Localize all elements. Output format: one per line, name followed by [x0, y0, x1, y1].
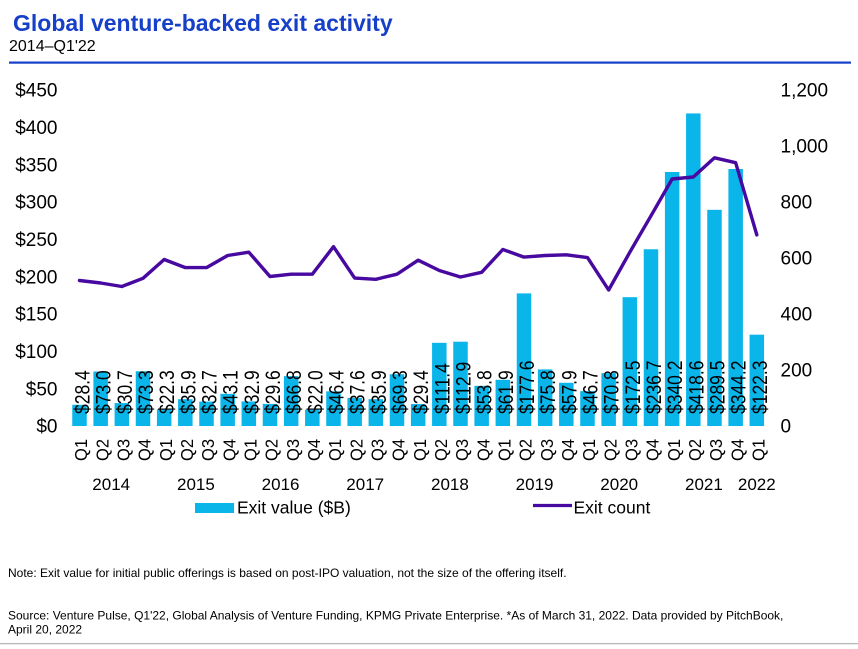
svg-text:$73.3: $73.3 — [136, 370, 159, 414]
svg-text:Q1: Q1 — [326, 439, 345, 461]
svg-text:$340.2: $340.2 — [665, 361, 688, 414]
svg-text:Q4: Q4 — [474, 439, 493, 461]
svg-text:$29.4: $29.4 — [411, 370, 434, 414]
svg-text:Note: Exit value for initial p: Note: Exit value for initial public offe… — [8, 566, 567, 580]
svg-text:$46.7: $46.7 — [580, 370, 603, 414]
svg-text:$112.9: $112.9 — [453, 362, 476, 414]
svg-text:$172.5: $172.5 — [622, 361, 645, 414]
svg-text:$236.7: $236.7 — [644, 361, 667, 414]
svg-text:$350: $350 — [15, 155, 57, 176]
svg-text:2017: 2017 — [346, 475, 384, 494]
svg-text:Q3: Q3 — [114, 439, 133, 461]
svg-text:800: 800 — [781, 193, 813, 214]
svg-text:$61.9: $61.9 — [495, 370, 518, 414]
svg-text:$37.6: $37.6 — [347, 370, 370, 414]
svg-text:$53.8: $53.8 — [474, 370, 497, 414]
svg-text:Q3: Q3 — [368, 439, 387, 461]
svg-text:Q4: Q4 — [559, 439, 578, 461]
svg-text:$111.4: $111.4 — [432, 363, 455, 414]
svg-text:2022: 2022 — [738, 475, 776, 494]
svg-text:Q3: Q3 — [283, 439, 302, 461]
svg-text:$32.7: $32.7 — [199, 370, 222, 414]
svg-text:$22.0: $22.0 — [305, 370, 328, 414]
svg-text:Q3: Q3 — [453, 439, 472, 461]
svg-text:$0: $0 — [36, 417, 57, 438]
svg-text:$177.6: $177.6 — [517, 361, 540, 414]
svg-text:$35.9: $35.9 — [178, 370, 201, 414]
svg-text:$22.3: $22.3 — [157, 370, 180, 414]
svg-text:$150: $150 — [15, 305, 57, 326]
svg-text:200: 200 — [781, 361, 813, 382]
svg-text:2020: 2020 — [600, 475, 638, 494]
svg-text:1,000: 1,000 — [781, 137, 829, 158]
svg-text:$450: $450 — [15, 81, 57, 102]
svg-text:$28.4: $28.4 — [72, 370, 95, 414]
svg-text:Q4: Q4 — [728, 439, 747, 461]
svg-text:Q4: Q4 — [220, 439, 239, 461]
svg-text:Q1: Q1 — [664, 439, 683, 461]
svg-text:$29.6: $29.6 — [263, 370, 286, 414]
svg-text:Q2: Q2 — [93, 439, 112, 461]
svg-text:$43.1: $43.1 — [220, 370, 243, 414]
svg-text:$66.8: $66.8 — [284, 370, 307, 414]
svg-text:$344.2: $344.2 — [728, 361, 751, 414]
svg-text:$289.5: $289.5 — [707, 361, 730, 414]
svg-text:$100: $100 — [15, 342, 57, 363]
svg-text:400: 400 — [781, 305, 813, 326]
svg-text:Q3: Q3 — [537, 439, 556, 461]
svg-text:Q2: Q2 — [347, 439, 366, 461]
svg-text:Q3: Q3 — [199, 439, 218, 461]
svg-text:0: 0 — [781, 417, 792, 438]
svg-text:$400: $400 — [15, 118, 57, 139]
svg-text:2015: 2015 — [177, 475, 215, 494]
svg-text:$250: $250 — [15, 230, 57, 251]
svg-text:2014: 2014 — [92, 475, 130, 494]
svg-text:$300: $300 — [15, 193, 57, 214]
svg-text:$69.3: $69.3 — [390, 370, 413, 414]
svg-text:2019: 2019 — [516, 475, 554, 494]
svg-text:2018: 2018 — [431, 475, 469, 494]
svg-text:Global venture-backed exit act: Global venture-backed exit activity — [13, 10, 393, 36]
svg-text:$73.0: $73.0 — [93, 370, 116, 414]
svg-text:Q1: Q1 — [495, 439, 514, 461]
svg-text:Source: Venture Pulse, Q1'22,: Source: Venture Pulse, Q1'22, Global Ana… — [8, 609, 783, 623]
svg-text:Q1: Q1 — [410, 439, 429, 461]
svg-text:$50: $50 — [26, 379, 58, 400]
svg-text:Q1: Q1 — [241, 439, 260, 461]
svg-text:$35.9: $35.9 — [368, 370, 391, 414]
svg-text:$75.8: $75.8 — [538, 370, 561, 414]
svg-text:Q3: Q3 — [707, 439, 726, 461]
svg-text:Exit count: Exit count — [574, 498, 651, 518]
svg-text:Q2: Q2 — [178, 439, 197, 461]
svg-text:Q1: Q1 — [156, 439, 175, 461]
svg-text:$200: $200 — [15, 267, 57, 288]
svg-text:$32.9: $32.9 — [241, 370, 264, 414]
svg-text:$418.6: $418.6 — [686, 361, 709, 414]
svg-text:Q1: Q1 — [580, 439, 599, 461]
svg-text:Q2: Q2 — [262, 439, 281, 461]
svg-text:Q4: Q4 — [135, 439, 154, 461]
svg-text:Q4: Q4 — [389, 439, 408, 461]
svg-text:Q4: Q4 — [305, 439, 324, 461]
svg-text:$57.9: $57.9 — [559, 370, 582, 414]
svg-text:$122.3: $122.3 — [749, 361, 772, 414]
svg-text:Q2: Q2 — [686, 439, 705, 461]
svg-text:600: 600 — [781, 249, 813, 270]
svg-text:Q2: Q2 — [432, 439, 451, 461]
svg-text:Q2: Q2 — [516, 439, 535, 461]
svg-text:$46.4: $46.4 — [326, 370, 349, 414]
svg-text:Q1: Q1 — [749, 439, 768, 461]
svg-text:$70.8: $70.8 — [601, 370, 624, 414]
svg-text:2021: 2021 — [685, 475, 723, 494]
svg-text:Q1: Q1 — [72, 439, 91, 461]
svg-text:2016: 2016 — [262, 475, 300, 494]
svg-text:Q3: Q3 — [622, 439, 641, 461]
svg-text:Q2: Q2 — [601, 439, 620, 461]
svg-text:April 20, 2022: April 20, 2022 — [8, 623, 82, 637]
svg-text:Q4: Q4 — [643, 439, 662, 461]
svg-text:$30.7: $30.7 — [114, 370, 137, 414]
svg-text:2014–Q1'22: 2014–Q1'22 — [9, 38, 96, 55]
svg-text:Exit value ($B): Exit value ($B) — [237, 498, 351, 518]
svg-text:1,200: 1,200 — [781, 81, 829, 102]
